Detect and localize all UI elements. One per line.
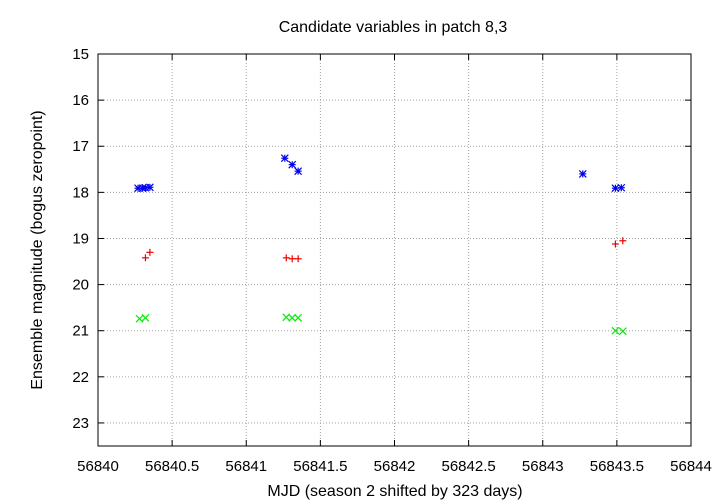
y-tick-label: 23 [72, 415, 89, 432]
data-point-cross [611, 326, 620, 335]
data-point-star [578, 169, 587, 178]
y-tick-label: 22 [72, 369, 89, 386]
x-tick-label: 56841 [225, 458, 267, 475]
grid [98, 53, 691, 446]
x-tick-label: 56840.5 [145, 458, 199, 475]
y-tick-label: 21 [72, 323, 89, 340]
x-axis: 56840 56840.5 56841 56841.5 56842 56842.5 5684… [77, 54, 712, 475]
x-tick-label: 56842.5 [442, 458, 496, 475]
x-tick-label: 56840 [77, 458, 119, 475]
y-tick-label: 19 [72, 230, 89, 247]
data-point-plus [141, 254, 149, 262]
chart-title: Candidate variables in patch 8,3 [279, 19, 508, 36]
data-point-star [280, 154, 289, 163]
data-point-plus [611, 240, 619, 248]
x-tick-label: 56843 [522, 458, 564, 475]
y-tick-label: 18 [72, 184, 89, 201]
data-point-plus [619, 237, 627, 245]
x-tick-label: 56843.5 [590, 458, 644, 475]
data-points [134, 154, 627, 336]
y-tick-label: 20 [72, 277, 89, 294]
data-point-cross [618, 327, 627, 336]
data-point-plus [288, 255, 296, 263]
data-point-plus [282, 254, 290, 262]
data-point-star [145, 183, 154, 192]
x-axis-label: MJD (season 2 shifted by 323 days) [267, 483, 522, 500]
y-axis-label: Ensemble magnitude (bogus zeropoint) [29, 110, 46, 389]
data-point-star [294, 167, 303, 176]
data-point-plus [146, 248, 154, 256]
data-point-plus [294, 255, 302, 263]
data-point-cross [141, 313, 150, 322]
data-point-star [617, 183, 626, 192]
x-tick-label: 56841.5 [293, 458, 347, 475]
x-tick-label: 56842 [374, 458, 416, 475]
y-tick-label: 17 [72, 138, 89, 155]
data-point-star [288, 160, 297, 169]
x-tick-label: 56844 [670, 458, 712, 475]
y-tick-label: 15 [72, 46, 89, 63]
data-point-cross [294, 313, 303, 322]
y-tick-label: 16 [72, 92, 89, 109]
data-point-cross [288, 313, 297, 322]
y-axis: 15 16 17 18 19 20 21 22 23 [72, 46, 691, 432]
